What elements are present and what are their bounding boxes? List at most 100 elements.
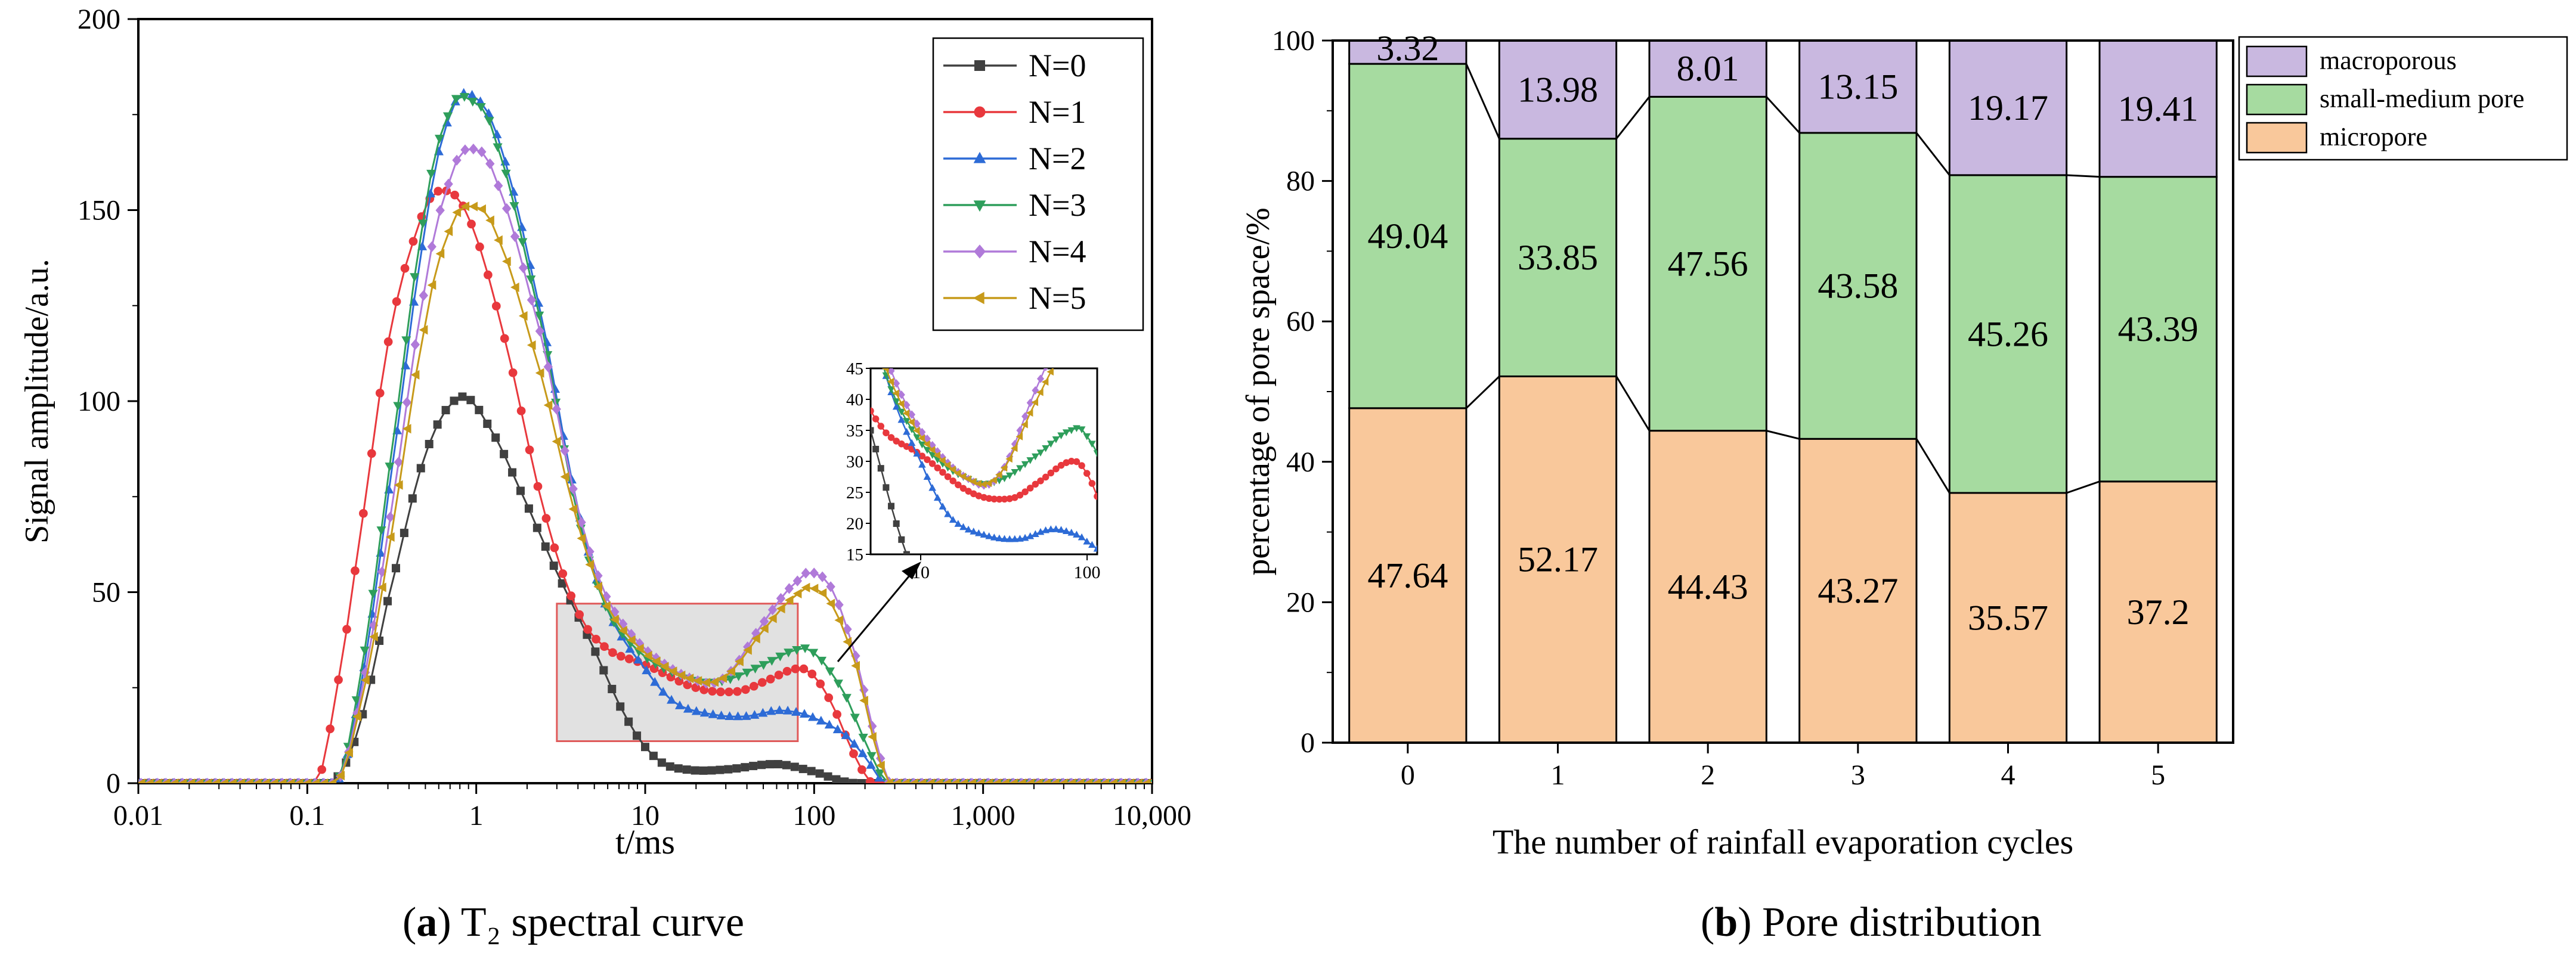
inset-series-marker bbox=[872, 445, 880, 452]
series-marker bbox=[451, 95, 461, 104]
series-marker bbox=[518, 238, 528, 247]
series-marker bbox=[1067, 778, 1076, 783]
series-marker bbox=[784, 648, 794, 658]
inset-series-marker bbox=[964, 475, 971, 483]
series-marker bbox=[1083, 778, 1093, 783]
series-marker bbox=[568, 483, 578, 495]
x-tick-label: 3 bbox=[1851, 759, 1865, 791]
series-marker bbox=[558, 579, 566, 588]
y-tick-label: 80 bbox=[1286, 166, 1315, 197]
series-marker bbox=[518, 311, 528, 321]
series-marker bbox=[818, 571, 827, 582]
series-marker bbox=[467, 89, 477, 99]
series-marker bbox=[773, 760, 782, 769]
panel-b-y-axis-label: percentage of pore space/% bbox=[1240, 207, 1277, 575]
inset-series-marker bbox=[908, 410, 916, 419]
series-marker bbox=[460, 144, 470, 156]
inset-series-marker bbox=[1083, 433, 1091, 440]
series-marker bbox=[1042, 778, 1051, 783]
series-marker bbox=[501, 203, 512, 215]
series-marker bbox=[1075, 778, 1085, 783]
series-marker bbox=[591, 647, 600, 656]
series-marker bbox=[818, 588, 827, 598]
inset-series-marker bbox=[903, 418, 911, 425]
series-marker bbox=[327, 778, 337, 783]
series-marker bbox=[917, 778, 927, 783]
series-marker bbox=[359, 508, 368, 518]
series-marker bbox=[716, 765, 724, 774]
inset-series-marker bbox=[924, 597, 931, 604]
series-marker bbox=[792, 646, 802, 655]
bar-segment-macroporous bbox=[1648, 39, 1767, 98]
y-tick-label: 60 bbox=[1286, 306, 1315, 337]
inset-series-marker bbox=[918, 452, 926, 460]
inset-series-marker bbox=[991, 622, 998, 629]
series-marker bbox=[733, 687, 742, 696]
series-marker bbox=[194, 778, 204, 783]
series-marker bbox=[851, 660, 860, 671]
inset-series-marker bbox=[959, 472, 967, 480]
inset-series-marker bbox=[871, 407, 874, 415]
series-marker bbox=[394, 480, 403, 490]
series-marker bbox=[718, 673, 727, 683]
inset-series-marker bbox=[1062, 429, 1070, 436]
inset-series-marker bbox=[1011, 619, 1018, 626]
bar-segment-small-medium-pore bbox=[1498, 138, 1618, 377]
bar-value-label: 35.57 bbox=[1968, 598, 2048, 637]
series-marker bbox=[408, 237, 418, 246]
series-marker bbox=[352, 712, 361, 722]
bar-segment-macroporous bbox=[1798, 39, 1918, 134]
series-marker bbox=[549, 561, 558, 570]
inset-series-marker bbox=[908, 418, 915, 426]
connector-line bbox=[1766, 430, 1800, 440]
series-marker bbox=[434, 187, 443, 196]
series-marker bbox=[550, 543, 559, 553]
series-marker bbox=[959, 778, 968, 783]
inset-series-marker bbox=[1000, 464, 1008, 472]
series-marker bbox=[610, 615, 619, 625]
series-marker bbox=[385, 511, 395, 523]
series-marker bbox=[775, 705, 785, 714]
inset-series-marker bbox=[903, 443, 911, 450]
series-marker bbox=[616, 651, 626, 661]
series-marker bbox=[724, 765, 733, 774]
series-marker bbox=[992, 778, 1001, 783]
bar-value-label: 52.17 bbox=[1518, 540, 1598, 579]
legend-entry-n-1: N=1 bbox=[943, 94, 1086, 130]
inset-y-tick-label: 25 bbox=[846, 483, 863, 502]
legend-label: N=3 bbox=[1029, 187, 1086, 223]
panel-b-plot-area bbox=[1332, 39, 2234, 744]
series-marker bbox=[776, 592, 786, 604]
series-marker bbox=[219, 778, 228, 783]
series-marker bbox=[792, 575, 803, 587]
inset-series-marker bbox=[866, 306, 874, 314]
series-marker bbox=[342, 625, 351, 634]
series-marker bbox=[319, 778, 329, 783]
inset-series-marker bbox=[976, 623, 982, 630]
inset-series-marker bbox=[970, 623, 977, 630]
series-marker bbox=[494, 235, 503, 245]
series-marker bbox=[476, 103, 486, 112]
inset-series-marker bbox=[990, 533, 998, 541]
inset-series-marker bbox=[954, 520, 962, 527]
inset-series-marker bbox=[1088, 331, 1095, 339]
series-marker bbox=[541, 514, 551, 523]
series-marker bbox=[402, 396, 412, 408]
inset-series-marker bbox=[898, 536, 905, 543]
series-marker bbox=[857, 748, 868, 758]
inset-series-marker bbox=[1026, 398, 1034, 407]
inset-series-marker bbox=[877, 351, 885, 358]
inset-series-marker bbox=[1088, 480, 1096, 487]
series-marker bbox=[493, 143, 503, 153]
series-marker bbox=[608, 648, 617, 657]
inset-series-marker bbox=[995, 534, 1004, 542]
series-marker bbox=[1100, 778, 1110, 783]
series-marker bbox=[724, 711, 735, 720]
legend-label: N=0 bbox=[1029, 48, 1086, 83]
series-marker bbox=[843, 637, 852, 647]
series-marker bbox=[826, 598, 835, 609]
series-marker bbox=[236, 778, 245, 783]
caption-panel-a: (a) T₂ spectral curve bbox=[402, 899, 745, 945]
series-marker bbox=[716, 687, 725, 697]
series-marker bbox=[1025, 778, 1035, 783]
